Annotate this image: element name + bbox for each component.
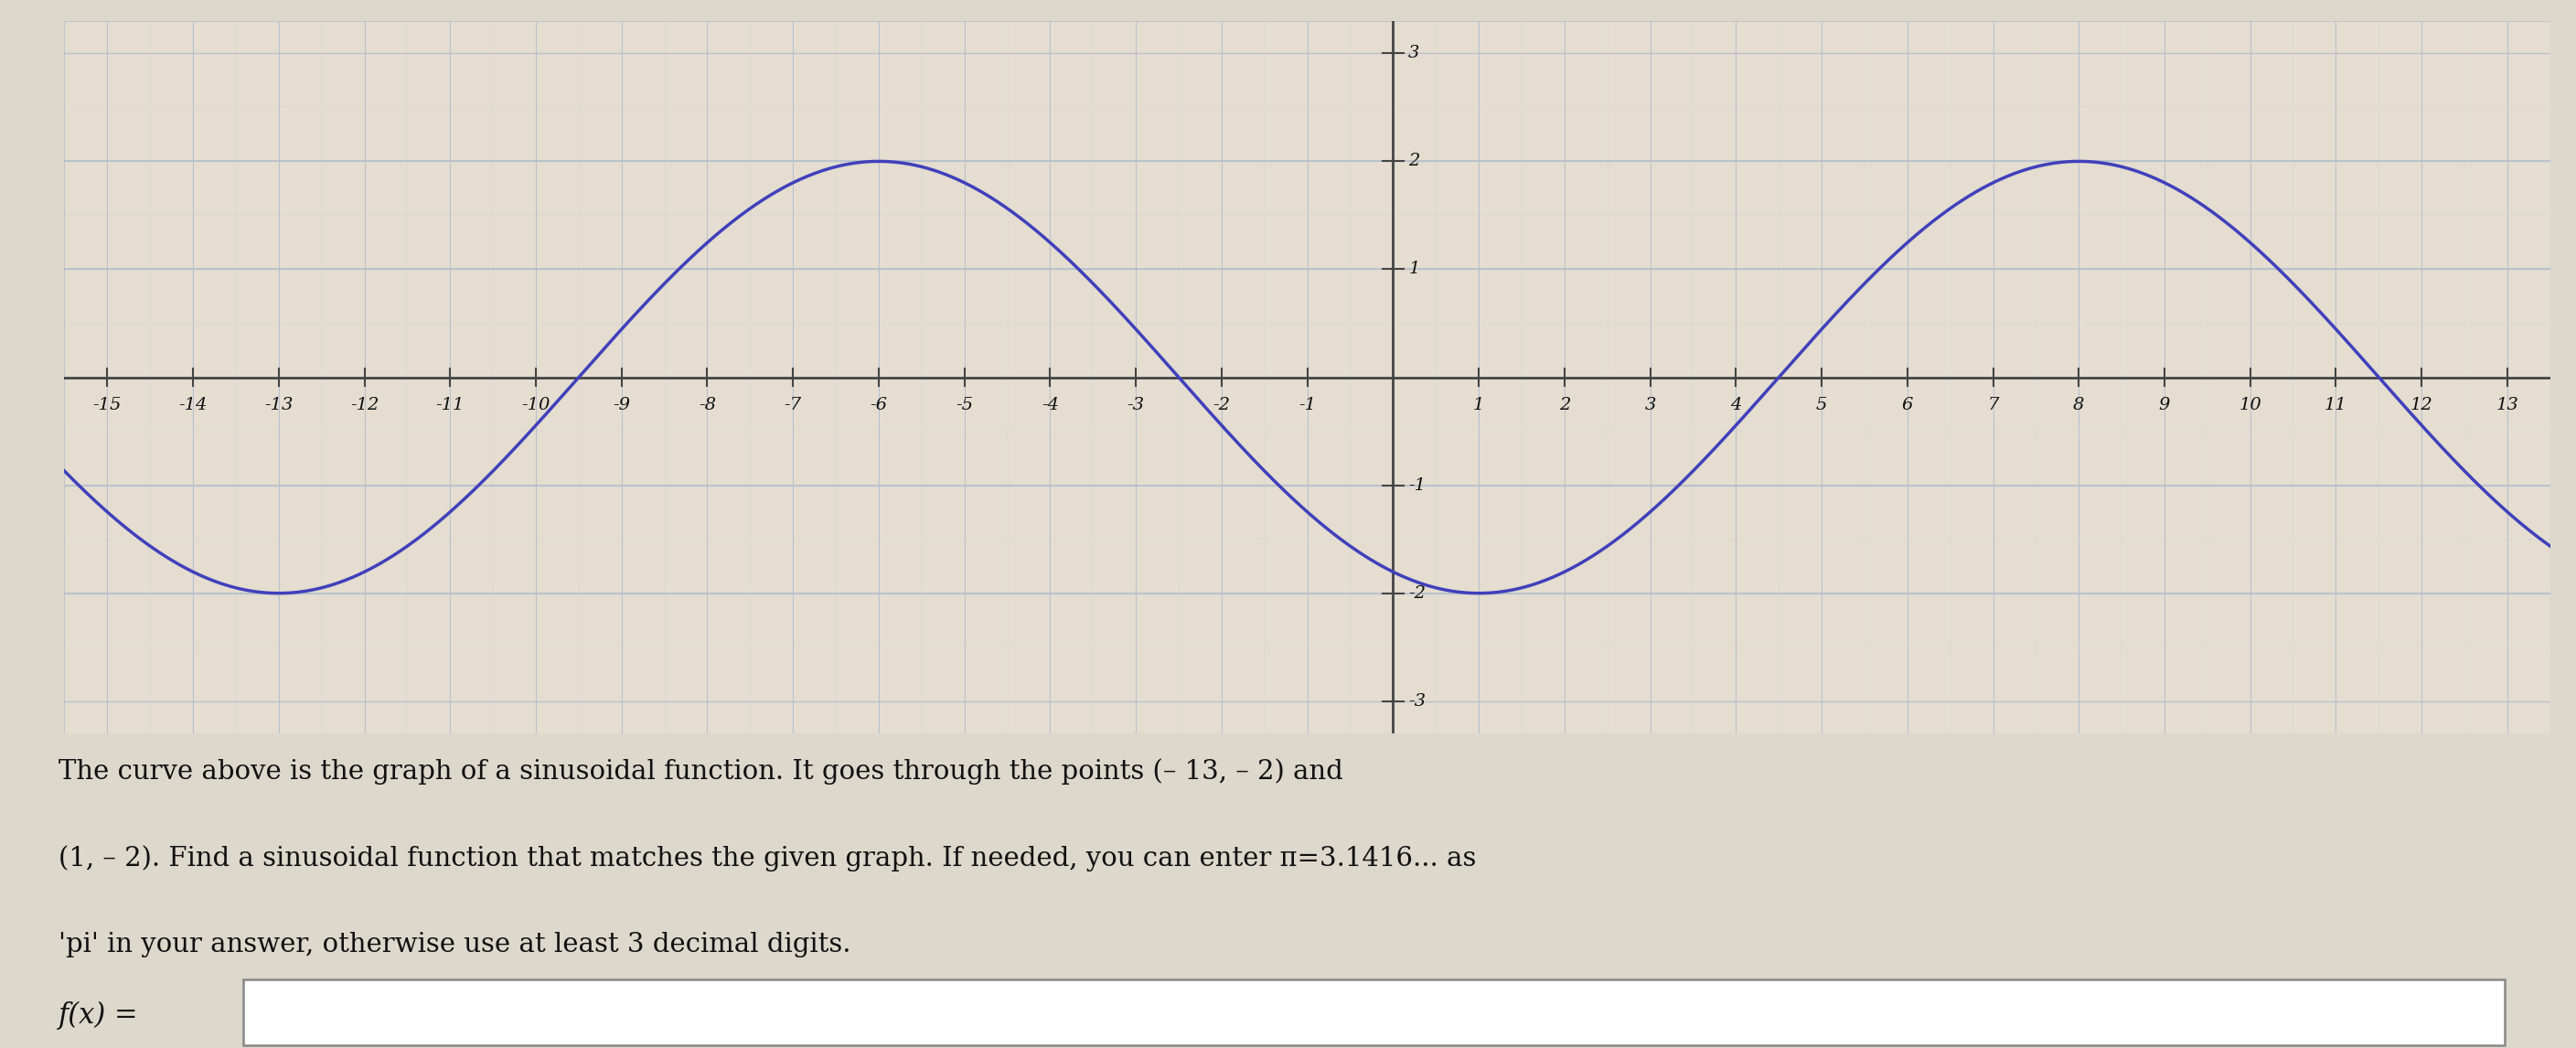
Text: 8: 8 bbox=[2074, 397, 2084, 413]
Text: -2: -2 bbox=[1409, 585, 1427, 602]
Text: (1, – 2). Find a sinusoidal function that matches the given graph. If needed, yo: (1, – 2). Find a sinusoidal function tha… bbox=[59, 845, 1476, 871]
Text: 'pi' in your answer, otherwise use at least 3 decimal digits.: 'pi' in your answer, otherwise use at le… bbox=[59, 932, 850, 957]
Text: -6: -6 bbox=[871, 397, 886, 413]
Text: 6: 6 bbox=[1901, 397, 1914, 413]
Text: 11: 11 bbox=[2324, 397, 2347, 413]
Text: f(x) =: f(x) = bbox=[59, 1001, 139, 1029]
Text: 10: 10 bbox=[2239, 397, 2262, 413]
Text: -11: -11 bbox=[435, 397, 464, 413]
Text: -3: -3 bbox=[1409, 693, 1427, 709]
Text: -4: -4 bbox=[1041, 397, 1059, 413]
Text: 4: 4 bbox=[1731, 397, 1741, 413]
Text: -3: -3 bbox=[1128, 397, 1144, 413]
Text: -10: -10 bbox=[520, 397, 551, 413]
Text: -13: -13 bbox=[265, 397, 294, 413]
Text: -5: -5 bbox=[956, 397, 974, 413]
Text: 2: 2 bbox=[1409, 153, 1419, 170]
Text: -2: -2 bbox=[1213, 397, 1231, 413]
Text: 1: 1 bbox=[1473, 397, 1484, 413]
Text: 1: 1 bbox=[1409, 261, 1419, 278]
Text: -12: -12 bbox=[350, 397, 379, 413]
Text: -8: -8 bbox=[698, 397, 716, 413]
Text: The curve above is the graph of a sinusoidal function. It goes through the point: The curve above is the graph of a sinuso… bbox=[59, 759, 1342, 785]
Text: -15: -15 bbox=[93, 397, 121, 413]
Text: 13: 13 bbox=[2496, 397, 2519, 413]
FancyBboxPatch shape bbox=[245, 979, 2504, 1045]
Text: 5: 5 bbox=[1816, 397, 1826, 413]
Text: 3: 3 bbox=[1409, 45, 1419, 62]
Text: 12: 12 bbox=[2411, 397, 2432, 413]
Text: 9: 9 bbox=[2159, 397, 2169, 413]
Text: 2: 2 bbox=[1558, 397, 1571, 413]
Text: 7: 7 bbox=[1989, 397, 1999, 413]
Text: -7: -7 bbox=[783, 397, 801, 413]
Text: 3: 3 bbox=[1643, 397, 1656, 413]
Text: -1: -1 bbox=[1298, 397, 1316, 413]
Text: -9: -9 bbox=[613, 397, 631, 413]
Text: -14: -14 bbox=[178, 397, 206, 413]
Text: -1: -1 bbox=[1409, 477, 1427, 494]
